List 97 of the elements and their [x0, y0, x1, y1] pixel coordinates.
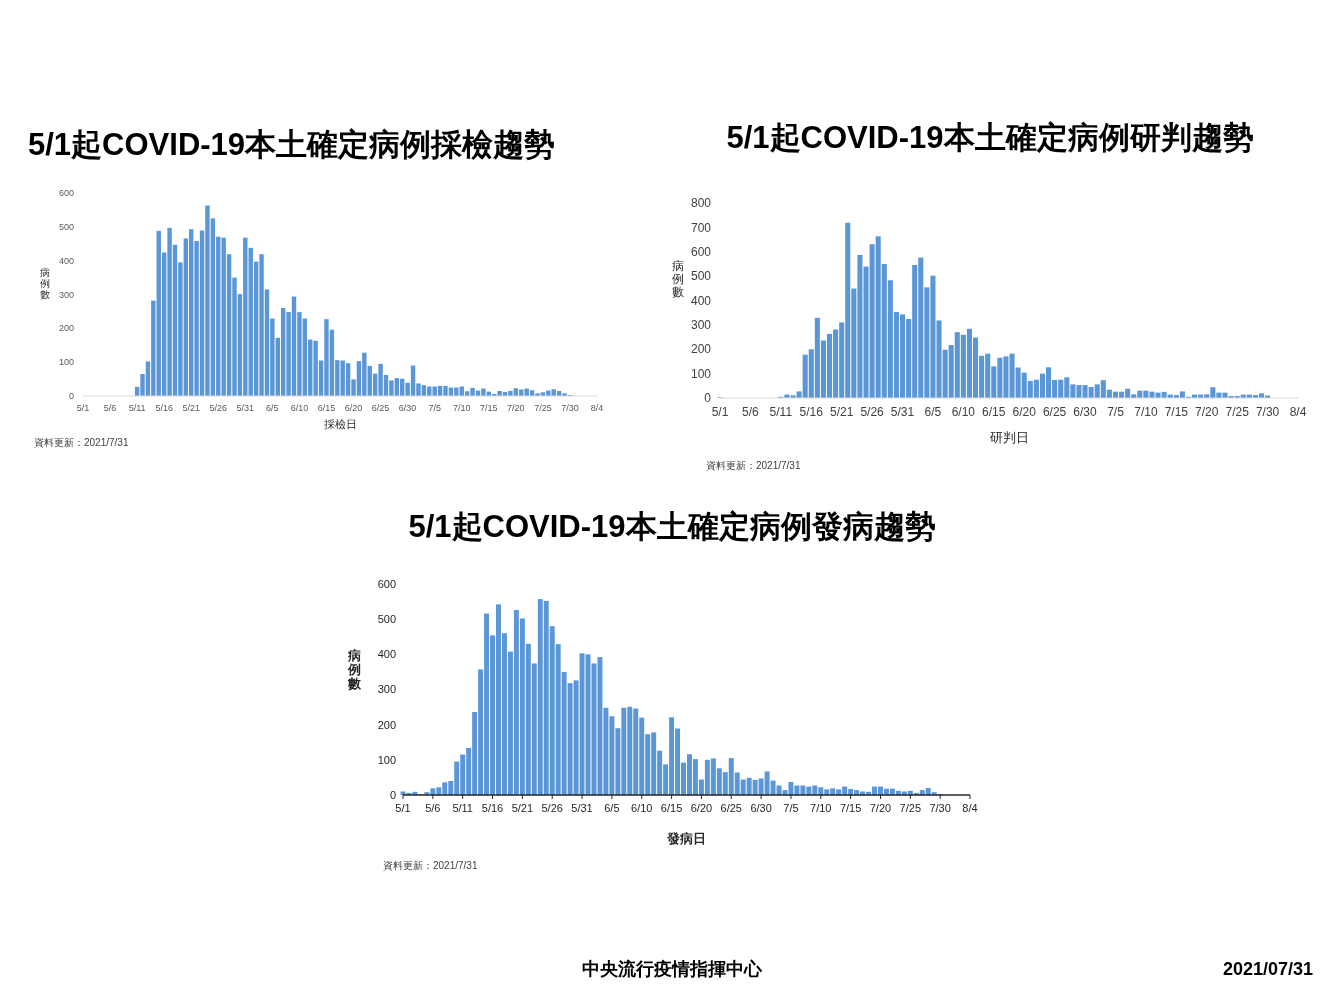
x-tick-label: 6/10 [631, 802, 653, 814]
x-tick-label: 7/20 [1195, 405, 1219, 419]
x-tick-label: 5/31 [571, 802, 593, 814]
x-tick-label: 6/15 [982, 405, 1006, 419]
x-tick-label: 5/31 [236, 403, 255, 413]
y-tick-label: 400 [377, 648, 396, 661]
y-tick-label: 400 [58, 255, 74, 266]
x-axis-title: 發病日 [666, 831, 706, 846]
x-tick-label: 6/25 [720, 802, 742, 814]
x-tick-label: 6/30 [1073, 405, 1098, 419]
x-tick-label: 7/25 [899, 802, 922, 814]
y-tick-label: 500 [377, 613, 396, 626]
x-axis-title: 採檢日 [323, 418, 357, 430]
x-tick-label: 6/25 [1042, 405, 1067, 419]
x-tick-label: 7/10 [452, 403, 471, 413]
x-tick-label: 7/30 [561, 403, 579, 413]
x-tick-label: 7/10 [810, 802, 832, 814]
x-tick-label: 7/5 [1107, 405, 1125, 419]
y-tick-label: 800 [690, 196, 712, 211]
x-tick-label: 6/15 [660, 802, 683, 814]
y-tick-label: 600 [377, 577, 396, 590]
y-tick-label: 0 [389, 788, 396, 801]
x-tick-label: 7/25 [534, 403, 552, 413]
x-tick-label: 7/30 [1255, 405, 1280, 419]
x-tick-label: 5/1 [711, 405, 729, 419]
y-tick-label: 300 [690, 318, 712, 333]
x-tick-label: 5/26 [860, 405, 885, 419]
x-axis-title: 研判日 [989, 430, 1029, 445]
y-axis-title: 病例數 [672, 258, 684, 300]
x-tick-label: 5/1 [76, 403, 90, 413]
x-tick-label: 6/5 [266, 403, 279, 413]
x-tick-label: 8/4 [1289, 405, 1307, 419]
x-tick-label: 7/30 [929, 802, 951, 814]
y-tick-label: 400 [690, 293, 712, 308]
y-tick-label: 600 [690, 244, 712, 259]
x-tick-label: 7/15 [1164, 405, 1189, 419]
x-tick-label: 7/15 [480, 403, 498, 413]
x-tick-label: 6/20 [1012, 405, 1037, 419]
x-tick-label: 6/30 [750, 802, 772, 814]
y-tick-label: 100 [58, 357, 74, 368]
y-tick-label: 0 [68, 391, 74, 402]
x-tick-label: 6/15 [317, 403, 336, 413]
x-tick-label: 7/5 [783, 802, 799, 814]
x-tick-label: 5/1 [395, 802, 411, 814]
x-tick-label: 6/10 [290, 403, 309, 413]
x-tick-label: 7/25 [1225, 405, 1250, 419]
x-tick-label: 5/21 [830, 405, 854, 419]
y-tick-label: 100 [690, 366, 712, 381]
y-tick-label: 700 [690, 220, 712, 235]
text: 資料更新：2021/7/31 [383, 860, 478, 871]
x-tick-label: 5/16 [155, 403, 173, 413]
x-tick-label: 5/26 [541, 802, 563, 814]
y-tick-label: 500 [58, 221, 74, 232]
y-tick-label: 200 [58, 323, 74, 334]
text: 資料更新：2021/7/31 [34, 437, 129, 448]
chart-title: 5/1起COVID-19本土確定病例發病趨勢 [408, 509, 936, 544]
x-tick-label: 5/21 [182, 403, 200, 413]
y-tick-label: 0 [704, 391, 712, 406]
x-tick-label: 6/20 [690, 802, 713, 814]
x-tick-label: 7/15 [839, 802, 862, 814]
y-axis-title: 病例數 [346, 647, 362, 692]
x-tick-label: 6/5 [604, 802, 620, 814]
y-axis-title: 病例數 [40, 267, 50, 300]
x-tick-label: 5/16 [799, 405, 824, 419]
y-tick-label: 200 [690, 342, 712, 357]
x-tick-label: 7/10 [1134, 405, 1158, 419]
x-tick-label: 8/4 [590, 403, 604, 413]
text: 2021/07/31 [1222, 959, 1313, 979]
x-tick-label: 6/30 [398, 403, 417, 413]
y-tick-label: 600 [58, 188, 74, 199]
y-tick-label: 300 [58, 289, 74, 300]
y-tick-label: 500 [690, 269, 712, 284]
x-tick-label: 5/11 [128, 403, 146, 413]
y-tick-label: 300 [377, 683, 396, 696]
x-tick-label: 5/26 [209, 403, 228, 413]
y-tick-label: 200 [377, 718, 396, 731]
x-tick-label: 7/20 [507, 403, 525, 413]
x-tick-label: 5/11 [769, 405, 793, 419]
x-tick-label: 5/6 [103, 403, 117, 413]
x-tick-label: 7/5 [428, 403, 441, 413]
chart-title: 5/1起COVID-19本土確定病例採檢趨勢 [28, 127, 556, 162]
x-tick-label: 6/25 [371, 403, 390, 413]
x-tick-label: 7/20 [869, 802, 892, 814]
x-tick-label: 6/20 [344, 403, 363, 413]
chart-title: 5/1起COVID-19本土確定病例研判趨勢 [726, 120, 1254, 155]
x-tick-label: 5/11 [452, 802, 473, 814]
x-tick-label: 5/6 [742, 405, 760, 419]
x-tick-label: 6/10 [951, 405, 976, 419]
x-tick-label: 5/6 [425, 802, 441, 814]
x-tick-label: 5/31 [890, 405, 915, 419]
y-tick-label: 100 [377, 753, 396, 766]
x-tick-label: 5/16 [481, 802, 504, 814]
x-tick-label: 6/5 [924, 405, 942, 419]
text: 資料更新：2021/7/31 [706, 460, 801, 471]
x-tick-label: 5/21 [511, 802, 534, 814]
x-tick-label: 8/4 [962, 802, 978, 814]
text: 中央流行疫情指揮中心 [582, 959, 763, 979]
